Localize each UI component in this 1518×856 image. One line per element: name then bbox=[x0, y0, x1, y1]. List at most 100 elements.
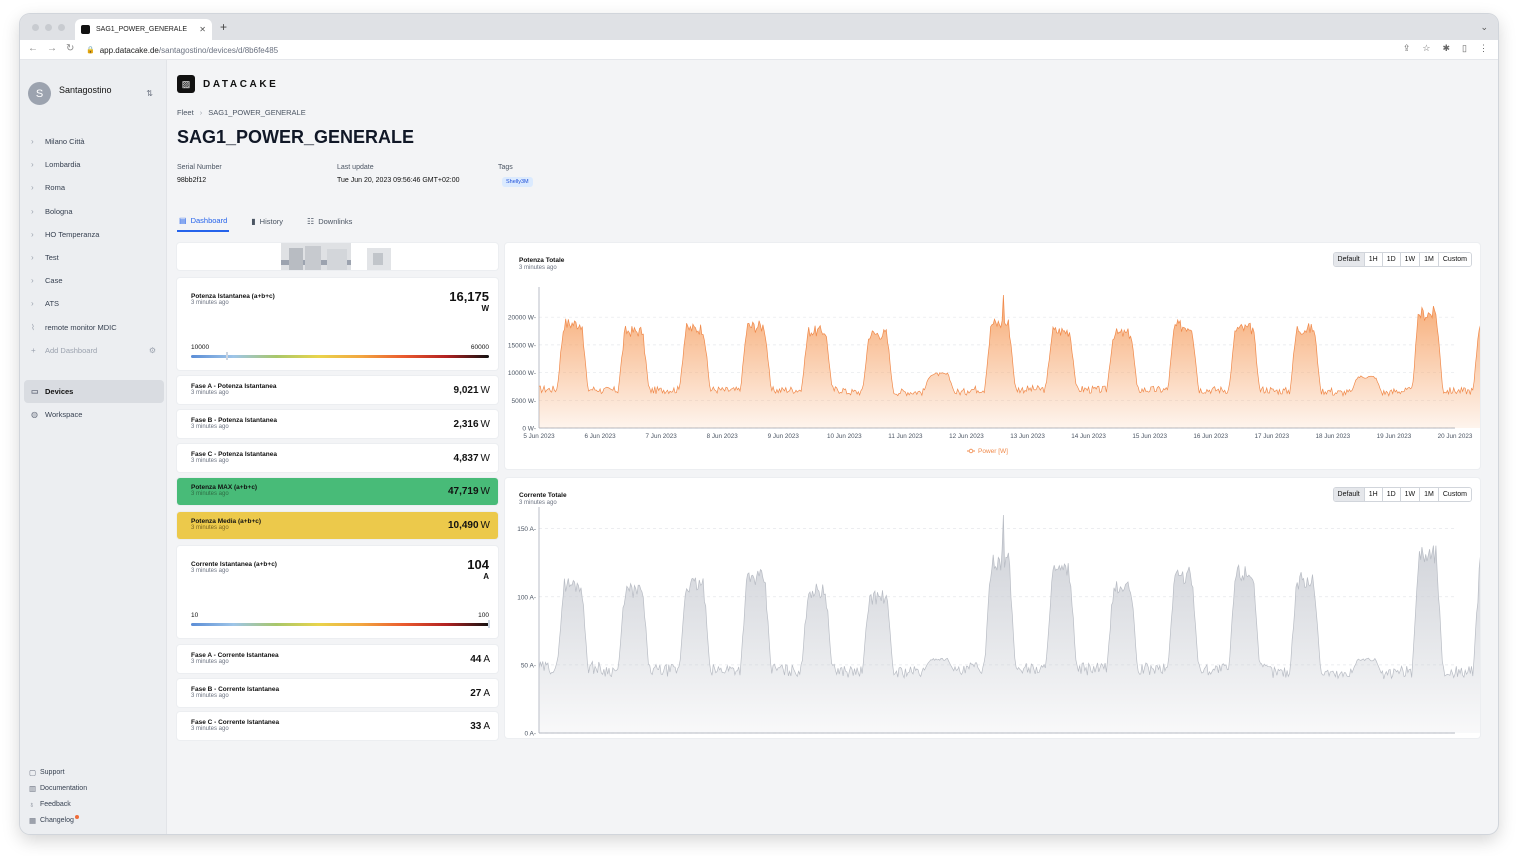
range-1w-button[interactable]: 1W bbox=[1399, 253, 1420, 266]
y-tick-label: 100 A- bbox=[517, 594, 536, 601]
book-icon: ▥ bbox=[29, 783, 37, 793]
y-tick-label: 15000 W- bbox=[508, 342, 536, 349]
widget-power-total[interactable]: Potenza Istantanea (a+b+c) 3 minutes ago… bbox=[177, 278, 498, 370]
widget-title: Fase A - Corrente Istantanea bbox=[191, 652, 279, 659]
share-icon[interactable]: ⇪ bbox=[1402, 43, 1411, 53]
sidebar-item-devices[interactable]: ▭ Devices bbox=[24, 380, 164, 404]
widget-fase-c-power[interactable]: Fase C - Potenza Istantanea 3 minutes ag… bbox=[177, 444, 498, 472]
widget-power-max[interactable]: Potenza MAX (a+b+c) 3 minutes ago 47,719… bbox=[177, 478, 498, 505]
sidebar-item-milano[interactable]: › Milano Città bbox=[24, 130, 164, 153]
x-tick-label: 11 Jun 2023 bbox=[888, 433, 923, 440]
gauge-indicator bbox=[225, 352, 228, 360]
tab-history[interactable]: ▮ History bbox=[249, 210, 285, 232]
value-number: 10,490 bbox=[447, 520, 479, 531]
gauge-scale: 10 100 bbox=[191, 612, 489, 619]
sidebar-item-roma[interactable]: › Roma bbox=[24, 176, 164, 199]
breadcrumb-fleet[interactable]: Fleet bbox=[177, 108, 194, 117]
datacake-logo[interactable]: ▨ DATACAKE bbox=[177, 75, 278, 93]
sidepanel-icon[interactable]: ▯ bbox=[1462, 43, 1467, 53]
window-controls[interactable] bbox=[32, 24, 65, 31]
widget-title: Corrente Istantanea (a+b+c) bbox=[191, 561, 277, 568]
widget-fase-a-power[interactable]: Fase A - Potenza Istantanea 3 minutes ag… bbox=[177, 376, 498, 404]
tags-label: Tags bbox=[498, 164, 513, 171]
gauge-min: 10000 bbox=[191, 344, 210, 351]
range-1d-button[interactable]: 1D bbox=[1381, 488, 1400, 501]
sidebar-item-bologna[interactable]: › Bologna bbox=[24, 200, 164, 223]
feedback-link[interactable]: ♁ Feedback bbox=[29, 796, 87, 812]
workspace-switcher[interactable]: S Santagostino ⇅ bbox=[28, 82, 153, 105]
range-1h-button[interactable]: 1H bbox=[1363, 488, 1382, 501]
sidebar-item-label: Case bbox=[45, 276, 63, 286]
widget-power-avg[interactable]: Potenza Media (a+b+c) 3 minutes ago 10,4… bbox=[177, 512, 498, 539]
chevron-right-icon: › bbox=[31, 206, 34, 216]
legend-marker bbox=[968, 448, 974, 454]
range-1m-button[interactable]: 1M bbox=[1419, 253, 1438, 266]
star-icon[interactable]: ☆ bbox=[1422, 43, 1431, 53]
sidebar-item-remote-monitor[interactable]: ⌇ remote monitor MDIC bbox=[24, 316, 164, 339]
url-field[interactable]: 🔒 app.datacake.de/santagostino/devices/d… bbox=[86, 43, 1466, 57]
series-area bbox=[539, 295, 1480, 428]
range-custom-button[interactable]: Custom bbox=[1437, 488, 1471, 501]
device-image-card bbox=[177, 243, 498, 270]
range-1w-button[interactable]: 1W bbox=[1399, 488, 1420, 501]
value-number: 2,316 bbox=[453, 419, 479, 430]
sidebar-item-ho-temperanza[interactable]: › HO Temperanza bbox=[24, 223, 164, 246]
chart-title: Potenza Totale bbox=[519, 257, 565, 264]
range-1d-button[interactable]: 1D bbox=[1381, 253, 1400, 266]
range-1m-button[interactable]: 1M bbox=[1419, 488, 1438, 501]
sidebar-item-case[interactable]: › Case bbox=[24, 269, 164, 292]
chevron-right-icon: › bbox=[31, 137, 34, 147]
sidebar-item-ats[interactable]: › ATS bbox=[24, 292, 164, 315]
add-dashboard-button[interactable]: + Add Dashboard ⚙ bbox=[24, 339, 164, 362]
widget-fase-a-current[interactable]: Fase A - Corrente Istantanea 3 minutes a… bbox=[177, 645, 498, 673]
extensions-icon[interactable]: ✱ bbox=[1442, 43, 1451, 53]
widget-value: 4,837 W bbox=[454, 453, 490, 464]
documentation-link[interactable]: ▥ Documentation bbox=[29, 780, 87, 796]
x-tick-label: 17 Jun 2023 bbox=[1254, 433, 1289, 440]
datacake-favicon-icon bbox=[81, 25, 90, 34]
widget-value: 2,316 W bbox=[454, 419, 490, 430]
device-image bbox=[281, 243, 391, 270]
gear-icon[interactable]: ⚙ bbox=[148, 345, 156, 355]
widget-timestamp: 3 minutes ago bbox=[191, 525, 229, 531]
series-area bbox=[539, 515, 1480, 733]
sidebar-item-workspace[interactable]: ◍ Workspace bbox=[24, 403, 164, 426]
forward-icon[interactable]: → bbox=[47, 43, 57, 54]
menu-icon[interactable]: ⋮ bbox=[1479, 43, 1488, 53]
sidebar-item-test[interactable]: › Test bbox=[24, 246, 164, 269]
tab-downlinks[interactable]: ☷ Downlinks bbox=[305, 210, 354, 232]
power-chart[interactable]: 0 W- 5000 W- 10000 W- 15000 W- 20000 W- 5 Jun… bbox=[505, 243, 1480, 469]
support-link[interactable]: ▢ Support bbox=[29, 764, 87, 780]
lock-icon: 🔒 bbox=[86, 47, 95, 54]
back-icon[interactable]: ← bbox=[28, 43, 38, 54]
widget-title: Fase C - Corrente Istantanea bbox=[191, 719, 280, 726]
tab-dashboard[interactable]: ▤ Dashboard bbox=[177, 210, 230, 232]
reload-icon[interactable]: ↻ bbox=[66, 43, 75, 54]
widget-value: 44 A bbox=[470, 654, 490, 665]
range-1h-button[interactable]: 1H bbox=[1363, 253, 1382, 266]
widget-fase-c-current[interactable]: Fase C - Corrente Istantanea 3 minutes a… bbox=[177, 712, 498, 740]
close-icon[interactable]: ✕ bbox=[199, 25, 206, 34]
value-unit: W bbox=[480, 520, 490, 531]
x-tick-label: 5 Jun 2023 bbox=[523, 433, 555, 440]
widget-fase-b-power[interactable]: Fase B - Potenza Istantanea 3 minutes ag… bbox=[177, 410, 498, 438]
chart-card-current: Corrente Totale 3 minutes ago Default 1H… bbox=[505, 478, 1480, 738]
value-number: 44 bbox=[470, 654, 482, 665]
changelog-link[interactable]: ▦ Changelog bbox=[29, 812, 87, 828]
new-tab-icon[interactable]: + bbox=[220, 20, 228, 34]
sidebar-item-lombardia[interactable]: › Lombardia bbox=[24, 153, 164, 176]
chevron-down-icon[interactable]: ⌄ bbox=[1480, 22, 1488, 32]
documentation-label: Documentation bbox=[40, 784, 88, 792]
browser-tab[interactable]: SAG1_POWER_GENERALE ✕ bbox=[75, 19, 212, 40]
range-default-button[interactable]: Default bbox=[1333, 253, 1364, 266]
chevron-right-icon: › bbox=[31, 299, 34, 309]
widget-timestamp: 3 minutes ago bbox=[191, 568, 229, 574]
legend-label[interactable]: Power [W] bbox=[978, 448, 1008, 455]
x-tick-label: 7 Jun 2023 bbox=[646, 433, 678, 440]
range-default-button[interactable]: Default bbox=[1333, 488, 1364, 501]
widget-fase-b-current[interactable]: Fase B - Corrente Istantanea 3 minutes a… bbox=[177, 679, 498, 707]
widget-current-total[interactable]: Corrente Istantanea (a+b+c) 3 minutes ag… bbox=[177, 546, 498, 638]
range-custom-button[interactable]: Custom bbox=[1437, 253, 1471, 266]
tag-badge[interactable]: Shelly3M bbox=[502, 177, 533, 187]
